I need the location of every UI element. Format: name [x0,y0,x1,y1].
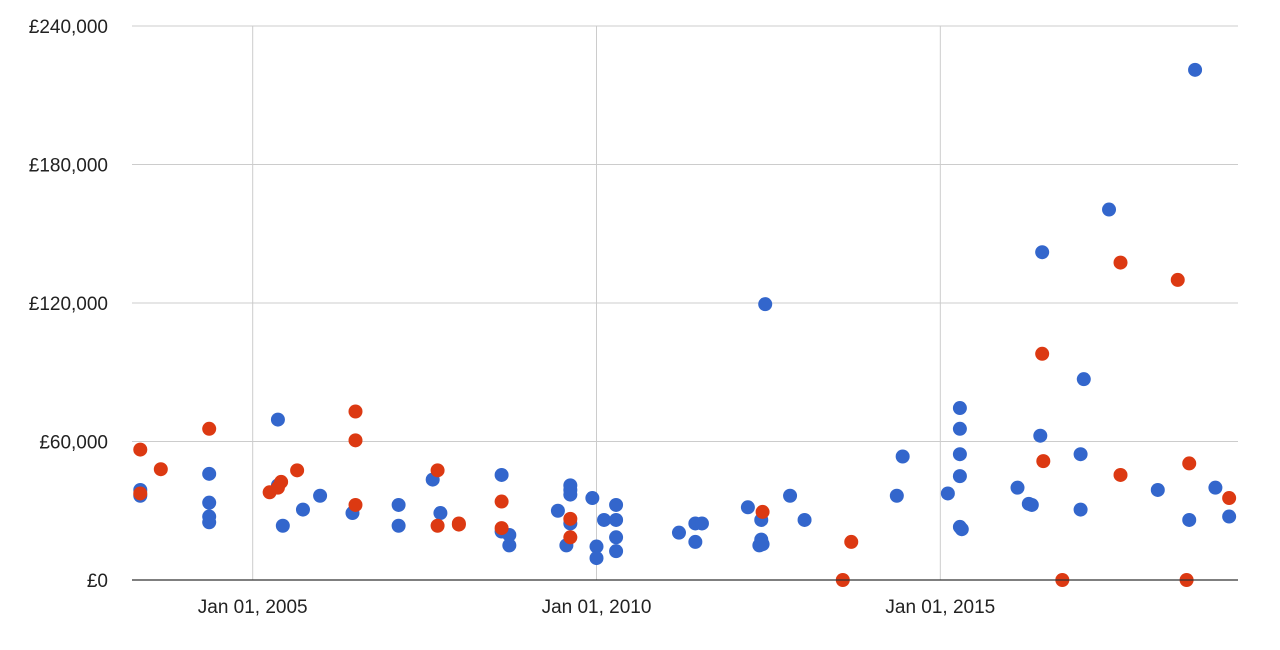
blue-data-point[interactable] [609,512,624,527]
red-data-point[interactable] [494,494,509,509]
x-tick-label: Jan 01, 2015 [885,597,995,618]
blue-data-point[interactable] [494,467,509,482]
red-data-point[interactable] [1182,456,1197,471]
y-tick-label: £0 [87,571,108,592]
blue-data-point[interactable] [952,401,967,416]
blue-data-point[interactable] [783,488,798,503]
red-data-point[interactable] [1113,255,1128,270]
blue-data-point[interactable] [550,503,565,518]
red-data-point[interactable] [430,518,445,533]
blue-data-point[interactable] [1208,480,1223,495]
red-data-point[interactable] [844,534,859,549]
y-tick-label: £240,000 [29,17,108,38]
red-data-point[interactable] [348,433,363,448]
blue-data-point[interactable] [1150,482,1165,497]
blue-data-point[interactable] [1188,62,1203,77]
red-data-point[interactable] [563,530,578,545]
blue-data-point[interactable] [755,537,770,552]
blue-data-point[interactable] [589,539,604,554]
blue-data-point[interactable] [952,447,967,462]
blue-data-point[interactable] [202,495,217,510]
red-data-point[interactable] [1170,272,1185,287]
y-tick-label: £60,000 [39,433,108,454]
red-data-point[interactable] [133,486,148,501]
red-data-point[interactable] [451,517,466,532]
x-axis-tick-labels: Jan 01, 2005 Jan 01, 2010 Jan 01, 2015 [198,597,996,618]
blue-data-point[interactable] [597,512,612,527]
red-data-point[interactable] [563,511,578,526]
blue-data-point[interactable] [1102,202,1117,217]
red-data-point[interactable] [290,463,305,478]
y-axis-tick-labels: £0 £60,000 £120,000 £180,000 £240,000 [29,17,108,592]
blue-data-point[interactable] [895,449,910,464]
blue-data-point[interactable] [1222,509,1237,524]
blue-data-point[interactable] [694,516,709,531]
x-tick-label: Jan 01, 2010 [542,597,652,618]
blue-data-point[interactable] [589,551,604,566]
blue-data-point[interactable] [1033,428,1048,443]
red-data-point[interactable] [202,421,217,436]
blue-data-point[interactable] [1182,512,1197,527]
red-data-point[interactable] [348,404,363,419]
red-data-point[interactable] [755,504,770,519]
blue-data-point[interactable] [202,466,217,481]
red-data-point[interactable] [494,521,509,536]
red-data-point[interactable] [133,442,148,457]
x-tick-label: Jan 01, 2005 [198,597,308,618]
blue-data-point[interactable] [940,486,955,501]
blue-data-point[interactable] [275,518,290,533]
blue-data-point[interactable] [313,488,328,503]
data-points [133,62,1237,587]
blue-data-point[interactable] [563,487,578,502]
blue-data-point[interactable] [758,297,773,312]
red-data-point[interactable] [348,497,363,512]
y-tick-label: £120,000 [29,294,108,315]
blue-data-point[interactable] [585,491,600,506]
blue-data-point[interactable] [609,544,624,559]
blue-data-point[interactable] [391,497,406,512]
blue-data-point[interactable] [1076,372,1091,387]
red-data-point[interactable] [430,463,445,478]
blue-data-point[interactable] [1035,245,1050,260]
blue-data-point[interactable] [1010,480,1025,495]
blue-data-point[interactable] [671,525,686,540]
blue-data-point[interactable] [740,500,755,515]
blue-data-point[interactable] [797,512,812,527]
blue-data-point[interactable] [609,530,624,545]
blue-data-point[interactable] [609,497,624,512]
blue-data-point[interactable] [954,522,969,537]
blue-data-point[interactable] [1024,497,1039,512]
blue-data-point[interactable] [1073,447,1088,462]
blue-data-point[interactable] [952,469,967,484]
blue-data-point[interactable] [433,506,448,521]
blue-data-point[interactable] [688,534,703,549]
blue-data-point[interactable] [1073,502,1088,517]
blue-data-point[interactable] [889,488,904,503]
blue-data-point[interactable] [295,502,310,517]
blue-data-point[interactable] [502,538,517,553]
red-data-point[interactable] [274,474,289,489]
red-data-point[interactable] [153,462,168,477]
red-data-point[interactable] [1113,467,1128,482]
y-tick-label: £180,000 [29,156,108,177]
blue-data-point[interactable] [952,421,967,436]
blue-data-point[interactable] [391,518,406,533]
gridlines [132,25,1238,580]
blue-data-point[interactable] [270,412,285,427]
blue-data-point[interactable] [202,515,217,530]
red-data-point[interactable] [1036,454,1051,469]
red-data-point[interactable] [1035,346,1050,361]
red-data-point[interactable] [1222,491,1237,506]
